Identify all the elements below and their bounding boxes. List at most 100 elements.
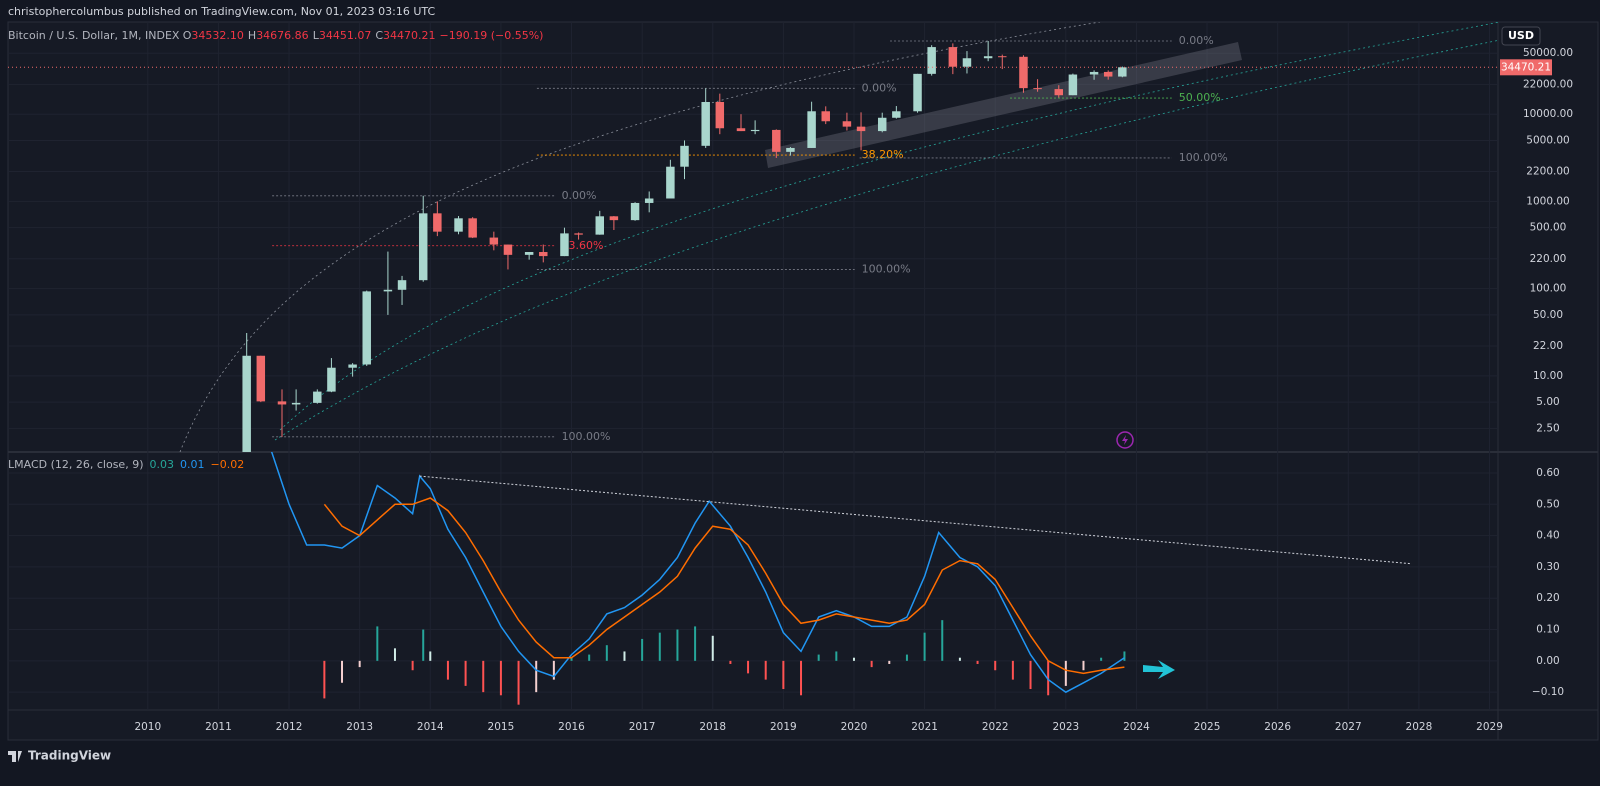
fib-label: 100.00%	[1179, 151, 1228, 164]
price-pane: 0.00% 23.60% 100.00% 0.00% 38.20% 100.00% 0.00…	[8, 22, 1498, 452]
candle-body	[772, 129, 781, 152]
x-tick-label: 2011	[205, 721, 232, 733]
candle-body	[998, 56, 1007, 58]
fib-label: 100.00%	[562, 430, 611, 443]
indicator-value: −0.02	[211, 458, 245, 471]
fib-label: 38.20%	[862, 148, 904, 161]
candle-body	[962, 58, 972, 67]
ohlc-value: 34451.07	[319, 29, 372, 42]
x-tick-label: 2025	[1194, 721, 1221, 733]
macd-legend: LMACD (12, 26, close, 9) 0.03 0.01 −0.02	[8, 458, 244, 471]
fib-label: 50.00%	[1179, 91, 1221, 104]
event-icon	[1116, 431, 1134, 449]
candle-body	[842, 121, 852, 127]
y-tick-label: 0.30	[1536, 561, 1559, 573]
x-tick-label: 2018	[699, 721, 726, 733]
candle-body	[666, 166, 675, 199]
fib-label: 23.60%	[562, 239, 604, 252]
candle-body	[383, 289, 393, 292]
candle-body	[786, 147, 795, 152]
x-tick-label: 2010	[134, 721, 161, 733]
y-tick-label: 0.20	[1536, 592, 1559, 604]
candle-body	[948, 47, 958, 67]
candle-body	[701, 101, 710, 146]
x-tick-label: 2026	[1264, 721, 1291, 733]
arc-middle	[279, 22, 1498, 431]
y-tick-label: 10000.00	[1523, 108, 1573, 120]
candle-body	[1033, 88, 1042, 90]
x-tick-label: 2022	[982, 721, 1009, 733]
candle-body	[983, 56, 993, 59]
y-tick-label: 0.40	[1536, 530, 1559, 542]
candle-body	[736, 128, 746, 132]
ohlc-value: 34532.10	[191, 29, 244, 42]
y-tick-label: 0.10	[1536, 624, 1559, 636]
x-tick-label: 2017	[629, 721, 656, 733]
y-tick-label: 5.00	[1536, 396, 1559, 408]
x-tick-label: 2029	[1476, 721, 1503, 733]
x-tick-label: 2015	[488, 721, 515, 733]
arc-lower	[274, 39, 1498, 441]
ohlc-key: L	[313, 29, 320, 42]
candle-body	[560, 233, 569, 257]
footer: TradingView	[28, 749, 111, 763]
last-price-label: 34470.21	[1501, 61, 1551, 73]
y-tick-label: 22000.00	[1523, 78, 1573, 90]
indicator-values: 0.03 0.01 −0.02	[150, 458, 245, 471]
macd-line	[323, 497, 1125, 675]
y-tick-label: −0.10	[1532, 686, 1564, 698]
x-tick-label: 2013	[346, 721, 373, 733]
candle-body	[418, 213, 428, 281]
candle-body	[503, 244, 513, 255]
fib-label: 0.00%	[562, 189, 597, 202]
y-tick-label: 22.00	[1533, 340, 1563, 352]
candle-body	[595, 216, 604, 235]
candle-body	[856, 126, 866, 132]
fib-label: 0.00%	[1179, 34, 1214, 47]
chart-frame	[7, 21, 1599, 741]
x-tick-label: 2028	[1406, 721, 1433, 733]
arc-upper	[179, 22, 1101, 452]
candle-body	[256, 355, 266, 402]
indicator-value: 0.03	[150, 458, 175, 471]
fib-label: 100.00%	[862, 262, 911, 275]
y-tick-label: 10.00	[1533, 370, 1563, 382]
x-tick-label: 2024	[1123, 721, 1150, 733]
candle-body	[397, 280, 407, 290]
y-tick-label: 0.00	[1536, 655, 1559, 667]
candle-body	[927, 47, 936, 74]
ohlc: O34532.10 H34676.86 L34451.07 C34470.21	[183, 29, 436, 42]
currency[interactable]: USD	[1508, 29, 1534, 42]
x-tick-label: 2012	[276, 721, 303, 733]
footer-logo: TradingView	[8, 749, 111, 763]
y-tick-label: 500.00	[1530, 222, 1567, 234]
candle-body	[313, 391, 322, 403]
candle-body	[807, 111, 816, 148]
y-tick-label: 50.00	[1533, 309, 1563, 321]
y-tick-label: 0.50	[1536, 498, 1559, 510]
candle-body	[821, 111, 830, 122]
ohlc-key: O	[183, 29, 192, 42]
candle-body	[574, 233, 583, 235]
y-tick-label: 0.60	[1536, 467, 1559, 479]
candle-body	[715, 101, 725, 129]
candle-body	[877, 117, 887, 132]
indicator-title: LMACD (12, 26, close, 9)	[8, 458, 144, 471]
x-tick-label: 2027	[1335, 721, 1362, 733]
candle-body	[362, 291, 371, 365]
y-tick-label: 2.50	[1536, 422, 1559, 434]
macd-pane	[8, 452, 1498, 710]
publisher: christophercolumbus published on Trading…	[8, 5, 435, 18]
y-tick-label: 2200.00	[1526, 166, 1569, 178]
y-tick-label: 1000.00	[1526, 195, 1569, 207]
candle-body	[1118, 67, 1127, 77]
candle-body	[539, 252, 548, 257]
candle-body	[433, 213, 442, 232]
candle-body	[327, 367, 336, 392]
currency-box[interactable]	[1501, 26, 1541, 46]
candle-body	[524, 252, 534, 255]
candle-body	[1068, 74, 1078, 96]
x-tick-label: 2016	[558, 721, 585, 733]
candle-body	[454, 218, 463, 232]
candle-body	[750, 129, 760, 132]
